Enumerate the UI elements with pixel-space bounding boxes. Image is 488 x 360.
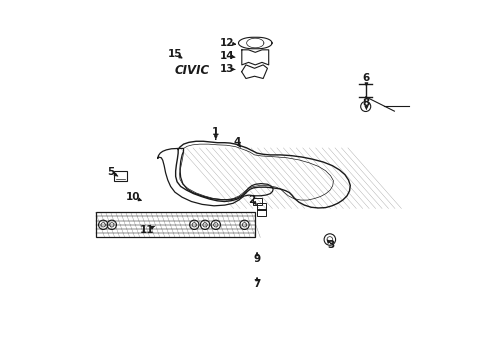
Text: 14: 14: [220, 51, 234, 61]
Text: 6: 6: [362, 73, 369, 83]
Text: 8: 8: [362, 98, 369, 108]
Bar: [257, 203, 265, 210]
Text: 4: 4: [233, 138, 241, 147]
Bar: [96, 212, 255, 237]
Text: 1: 1: [212, 127, 219, 136]
Bar: [253, 198, 261, 205]
Bar: [114, 171, 127, 181]
Text: 12: 12: [220, 38, 234, 48]
Text: 11: 11: [140, 225, 154, 235]
Text: 5: 5: [107, 167, 115, 177]
Text: 9: 9: [253, 254, 260, 264]
Text: 15: 15: [167, 49, 182, 59]
Text: 7: 7: [253, 279, 260, 289]
Text: 13: 13: [220, 64, 234, 74]
Text: 3: 3: [326, 239, 333, 249]
Text: 10: 10: [125, 192, 140, 202]
Text: CIVIC: CIVIC: [175, 64, 210, 77]
Text: 2: 2: [247, 195, 255, 205]
Bar: [257, 209, 265, 216]
